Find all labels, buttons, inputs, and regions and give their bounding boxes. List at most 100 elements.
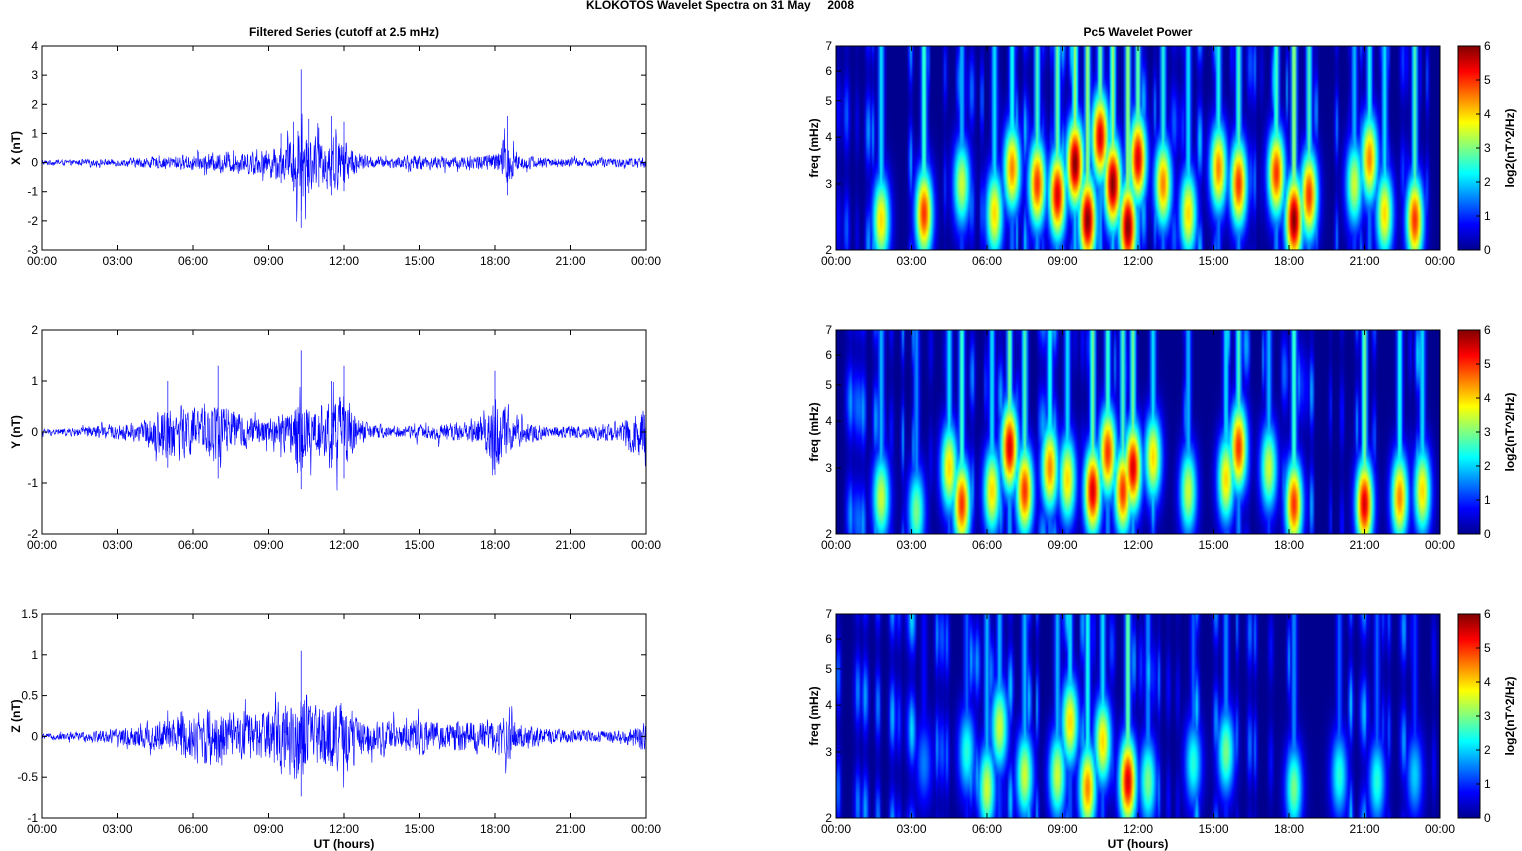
x-tick-label: 18:00 [480, 538, 510, 552]
z-series-panel: -1 -0.5 0 0.5 1 1.5 Z (nT) 00:00 03:00 06:00 09:00… [9, 607, 661, 851]
colorbar-tick-label: 0 [1484, 811, 1491, 825]
x-tick-label: 03:00 [102, 254, 132, 268]
x-tick-label: 09:00 [253, 538, 283, 552]
y-axis-label: freq (mHz) [807, 118, 821, 177]
colorbar-tick-label: 3 [1484, 141, 1491, 155]
x-tick-label: 12:00 [1123, 822, 1153, 836]
y-tick-label: 7 [825, 39, 832, 53]
x-tick-label: 18:00 [480, 822, 510, 836]
y-tick-label: -1 [27, 811, 38, 825]
y-series-panel: -2 -1 0 1 2 Y (nT) 00:00 03:00 06:00 09:00 12:00 15… [9, 323, 661, 552]
x-tick-label: 06:00 [178, 538, 208, 552]
x-tick-label: 00:00 [1425, 822, 1455, 836]
x-tick-label: 18:00 [1274, 538, 1304, 552]
x-tick-label: 00:00 [1425, 538, 1455, 552]
panel-title: Pc5 Wavelet Power [1084, 25, 1193, 39]
y-tick-label: 3 [31, 68, 38, 82]
y-tick-label: 2 [31, 97, 38, 111]
x-tick-label: 18:00 [480, 254, 510, 268]
y-axis-label: freq (mHz) [807, 686, 821, 745]
x-wavelet-panel: 2 3 4 5 6 7 freq (mHz) 00:00 03:00 06:00 09:00 12:0… [807, 25, 1517, 268]
y-tick-label: 5 [825, 378, 832, 392]
x-tick-label: 15:00 [1198, 538, 1228, 552]
x-tick-label: 00:00 [27, 822, 57, 836]
panel-title: Filtered Series (cutoff at 2.5 mHz) [249, 25, 439, 39]
colorbar-tick-label: 1 [1484, 493, 1491, 507]
y-tick-label: 0 [31, 729, 38, 743]
x-tick-label: 00:00 [821, 822, 851, 836]
colorbar-tick-label: 2 [1484, 459, 1491, 473]
x-series-panel: -3 -2 -1 0 1 2 3 4 X (nT) 00:00 03:00 06:00 09:00 12:… [9, 25, 661, 268]
colorbar-label: log2(nT^2/Hz) [1503, 108, 1517, 187]
y-tick-label: 1 [31, 126, 38, 140]
x-tick-label: 06:00 [972, 538, 1002, 552]
x-tick-label: 21:00 [555, 254, 585, 268]
x-axis-label: UT (hours) [1108, 837, 1169, 851]
x-tick-label: 00:00 [27, 538, 57, 552]
x-tick-label: 06:00 [178, 254, 208, 268]
x-tick-label: 12:00 [1123, 254, 1153, 268]
series-line [42, 692, 646, 788]
y-tick-label: 2 [825, 243, 832, 257]
y-tick-label: 3 [825, 745, 832, 759]
x-tick-label: 12:00 [1123, 538, 1153, 552]
x-tick-label: 15:00 [1198, 254, 1228, 268]
y-tick-label: 2 [31, 323, 38, 337]
y-tick-label: 1 [31, 374, 38, 388]
wavelet-power-heatmap [836, 46, 1440, 250]
wavelet-power-heatmap [836, 330, 1440, 534]
y-tick-label: -1 [27, 476, 38, 490]
y-tick-label: -1 [27, 185, 38, 199]
colorbar-tick-label: 6 [1484, 323, 1491, 337]
x-tick-label: 03:00 [102, 538, 132, 552]
colorbar-tick-label: 2 [1484, 743, 1491, 757]
y-tick-label: 5 [825, 94, 832, 108]
wavelet-power-heatmap [836, 614, 1440, 818]
y-tick-label: 6 [825, 348, 832, 362]
x-tick-label: 12:00 [329, 822, 359, 836]
y-tick-label: 1.5 [21, 607, 38, 621]
colorbar-tick-label: 1 [1484, 777, 1491, 791]
x-tick-label: 15:00 [404, 254, 434, 268]
x-tick-label: 06:00 [972, 254, 1002, 268]
x-tick-label: 21:00 [1349, 822, 1379, 836]
y-axis-label: X (nT) [9, 131, 23, 165]
y-tick-label: 4 [825, 414, 832, 428]
colorbar-tick-label: 4 [1484, 107, 1491, 121]
y-tick-label: 2 [825, 811, 832, 825]
y-tick-label: -3 [27, 243, 38, 257]
x-tick-label: 06:00 [972, 822, 1002, 836]
x-tick-label: 09:00 [253, 254, 283, 268]
y-tick-label: 2 [825, 527, 832, 541]
y-tick-label: 0 [31, 156, 38, 170]
y-tick-label: 7 [825, 323, 832, 337]
x-tick-label: 00:00 [27, 254, 57, 268]
x-tick-label: 18:00 [1274, 254, 1304, 268]
x-axis-label: UT (hours) [314, 837, 375, 851]
x-tick-label: 00:00 [631, 538, 661, 552]
colorbar-tick-label: 6 [1484, 39, 1491, 53]
x-tick-label: 15:00 [404, 538, 434, 552]
y-tick-label: 6 [825, 64, 832, 78]
x-tick-label: 21:00 [555, 538, 585, 552]
colorbar-label: log2(nT^2/Hz) [1503, 676, 1517, 755]
x-tick-label: 21:00 [1349, 538, 1379, 552]
colorbar-label: log2(nT^2/Hz) [1503, 392, 1517, 471]
colorbar-tick-label: 5 [1484, 641, 1491, 655]
x-tick-label: 00:00 [821, 254, 851, 268]
y-axis-label: freq (mHz) [807, 402, 821, 461]
y-tick-label: 5 [825, 662, 832, 676]
y-tick-label: 3 [825, 177, 832, 191]
x-tick-label: 03:00 [896, 254, 926, 268]
y-tick-label: 6 [825, 632, 832, 646]
x-tick-label: 00:00 [631, 822, 661, 836]
x-tick-label: 00:00 [631, 254, 661, 268]
colorbar-tick-label: 3 [1484, 709, 1491, 723]
colorbar-tick-label: 4 [1484, 675, 1491, 689]
y-tick-label: 0.5 [21, 689, 38, 703]
y-tick-label: -2 [27, 527, 38, 541]
colorbar-tick-label: 3 [1484, 425, 1491, 439]
x-tick-label: 00:00 [1425, 254, 1455, 268]
x-tick-label: 09:00 [1047, 254, 1077, 268]
colorbar-tick-label: 5 [1484, 357, 1491, 371]
